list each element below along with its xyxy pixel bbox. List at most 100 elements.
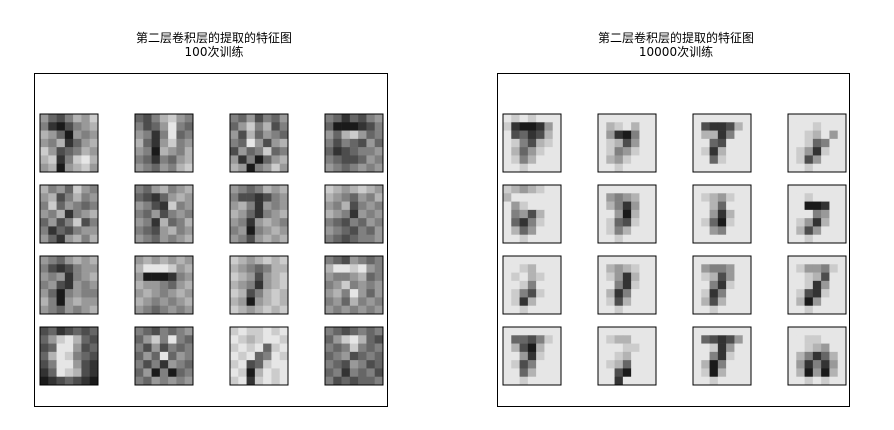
pixel — [614, 272, 624, 282]
pixel — [374, 155, 384, 165]
pixel — [333, 114, 342, 123]
pixel — [230, 185, 239, 194]
pixel — [151, 264, 161, 273]
pixel — [709, 368, 719, 378]
pixel — [693, 122, 702, 131]
pixel — [544, 289, 554, 298]
pixel — [254, 234, 264, 244]
pixel — [788, 343, 797, 353]
pixel — [333, 297, 342, 307]
pixel — [56, 351, 66, 361]
pixel — [606, 147, 615, 156]
pixel — [366, 256, 376, 265]
pixel — [89, 368, 99, 378]
pixel — [812, 343, 822, 353]
pixel — [151, 305, 161, 315]
feature-map-border — [229, 184, 289, 244]
pixel — [606, 264, 615, 273]
pixel — [358, 343, 367, 353]
pixel — [503, 343, 512, 353]
pixel — [254, 147, 264, 156]
pixel — [135, 138, 144, 148]
pixel — [717, 122, 727, 131]
pixel — [804, 272, 814, 282]
pixel — [341, 256, 351, 265]
pixel — [614, 209, 624, 219]
pixel — [796, 297, 805, 307]
pixel — [56, 335, 66, 344]
pixel — [709, 351, 719, 361]
pixel — [796, 305, 805, 315]
pixel — [647, 130, 657, 140]
pixel — [726, 360, 735, 369]
feature-map-border — [229, 326, 289, 386]
pixel — [238, 218, 247, 227]
pixel — [151, 147, 161, 156]
pixel — [263, 218, 272, 227]
pixel — [279, 130, 289, 140]
pixel — [717, 289, 727, 298]
pixel — [56, 130, 66, 140]
pixel — [606, 209, 615, 219]
pixel — [151, 114, 161, 123]
pixel — [631, 360, 640, 369]
pixel — [552, 343, 562, 353]
pixel — [48, 155, 57, 165]
pixel — [726, 155, 735, 165]
pixel — [788, 122, 797, 131]
pixel — [837, 256, 847, 265]
pixel — [263, 272, 272, 282]
pixel — [254, 114, 264, 123]
pixel — [742, 351, 752, 361]
pixel — [742, 209, 752, 219]
pixel — [271, 368, 281, 378]
pixel — [279, 193, 289, 202]
pixel — [837, 114, 847, 123]
pixel — [246, 289, 256, 298]
pixel — [527, 122, 537, 131]
left-feature-map-12 — [324, 255, 384, 315]
pixel — [64, 289, 74, 298]
pixel — [358, 335, 367, 344]
pixel — [796, 185, 805, 194]
pixel — [717, 163, 727, 173]
pixel — [821, 256, 830, 265]
pixel — [606, 226, 615, 236]
pixel — [647, 351, 657, 361]
pixel — [81, 368, 91, 378]
pixel — [279, 218, 289, 227]
pixel — [503, 360, 512, 369]
pixel — [837, 327, 847, 336]
pixel — [527, 256, 537, 265]
pixel — [631, 351, 640, 361]
pixel — [230, 138, 239, 148]
pixel — [622, 114, 632, 123]
pixel — [829, 280, 839, 290]
pixel — [527, 209, 537, 219]
pixel — [48, 280, 57, 290]
pixel — [821, 297, 830, 307]
pixel — [135, 209, 144, 219]
pixel — [701, 155, 710, 165]
pixel — [176, 272, 186, 282]
pixel — [519, 327, 529, 336]
pixel — [238, 130, 247, 140]
pixel — [837, 163, 847, 173]
pixel — [143, 343, 152, 353]
pixel — [598, 272, 607, 282]
pixel — [89, 351, 99, 361]
pixel — [527, 351, 537, 361]
pixel — [812, 368, 822, 378]
pixel — [341, 272, 351, 282]
right-feature-map-14 — [597, 326, 657, 386]
left-feature-map-15 — [229, 326, 289, 386]
pixel — [64, 185, 74, 194]
pixel — [796, 147, 805, 156]
feature-map-border — [229, 255, 289, 315]
pixel — [726, 193, 735, 202]
pixel — [829, 327, 839, 336]
pixel — [73, 297, 82, 307]
pixel — [73, 155, 82, 165]
pixel — [639, 305, 649, 315]
pixel — [734, 351, 744, 361]
